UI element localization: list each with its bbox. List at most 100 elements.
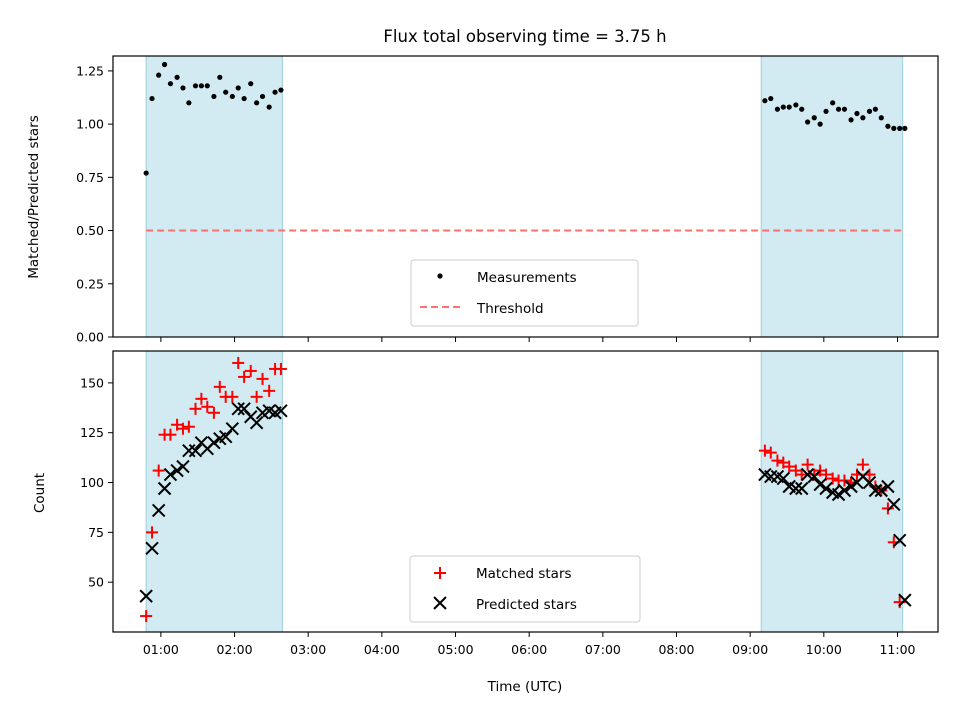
- predicted-star-point-31: [807, 469, 821, 484]
- top-ytick-label-1: 0.25: [76, 276, 104, 291]
- legend-label-matched-stars: Matched stars: [476, 566, 572, 582]
- measurement-point-28: [793, 102, 799, 108]
- predicted-star-point-14: [225, 422, 240, 436]
- measurement-point-16: [241, 95, 247, 102]
- measurement-point-0: [143, 170, 149, 176]
- measurement-point-29: [799, 106, 805, 112]
- matched-star-point-17: [244, 364, 257, 377]
- measurement-point-42: [878, 115, 884, 121]
- top-observing-window-2: [760, 55, 904, 338]
- measurement-point-6: [180, 85, 186, 91]
- legend-marker-matched-stars: [434, 567, 446, 579]
- xtick-label-3: 04:00: [364, 642, 400, 657]
- measurement-point-46: [902, 125, 908, 131]
- measurement-point-14: [229, 93, 235, 100]
- measurement-point-27: [786, 104, 792, 110]
- xtick-label-2: 03:00: [290, 642, 326, 657]
- measurement-point-4: [167, 81, 174, 87]
- predicted-star-point-45: [892, 533, 907, 548]
- matched-star-point-4: [164, 428, 177, 441]
- measurement-point-35: [835, 106, 842, 112]
- matched-star-point-11: [207, 406, 220, 419]
- bottom-axes-frame: [112, 350, 939, 633]
- predicted-star-point-4: [163, 467, 178, 482]
- matched-star-point-15: [232, 356, 245, 369]
- measurement-point-9: [198, 83, 204, 89]
- predicted-star-point-15: [231, 402, 245, 416]
- measurement-point-22: [278, 87, 284, 93]
- top-legend: Measurements Threshold: [410, 259, 639, 327]
- top-ytick-label-2: 0.50: [76, 223, 104, 238]
- matched-star-point-34: [826, 472, 839, 485]
- bottom-ytick-label-4: 150: [80, 375, 104, 390]
- predicted-star-point-32: [813, 477, 827, 492]
- measurement-point-15: [235, 85, 241, 91]
- measurement-point-17: [248, 81, 254, 87]
- measurement-point-38: [854, 110, 860, 117]
- measurement-point-32: [817, 121, 823, 127]
- measurement-point-5: [174, 74, 180, 80]
- matched-star-point-29: [795, 468, 808, 481]
- predicted-star-point-43: [881, 479, 895, 494]
- measurement-point-44: [891, 125, 897, 131]
- x-axis-label: Time (UTC): [487, 679, 563, 695]
- matched-star-point-25: [771, 454, 784, 467]
- predicted-star-point-37: [844, 479, 858, 494]
- bottom-legend-box: [409, 555, 641, 623]
- measurement-point-2: [156, 72, 162, 78]
- matched-star-point-24: [764, 446, 777, 459]
- xtick-label-9: 10:00: [806, 642, 842, 657]
- bottom-ytick-label-1: 75: [88, 525, 104, 540]
- measurement-point-25: [774, 106, 781, 112]
- predicted-star-point-0: [139, 589, 153, 603]
- top-ytick-label-4: 1.00: [76, 117, 104, 132]
- measurement-point-11: [211, 93, 217, 100]
- measurement-point-10: [204, 83, 210, 89]
- measurement-point-45: [897, 125, 903, 131]
- matched-star-point-30: [801, 458, 814, 471]
- predicted-star-point-33: [819, 481, 833, 496]
- matched-star-point-22: [274, 362, 287, 375]
- xtick-label-0: 01:00: [143, 642, 179, 657]
- measurement-point-18: [254, 100, 260, 106]
- xtick-label-1: 02:00: [217, 642, 253, 657]
- top-observing-window-1: [145, 55, 283, 338]
- bottom-ytick-label-0: 50: [88, 575, 104, 590]
- xtick-label-5: 06:00: [511, 642, 547, 657]
- measurement-point-40: [866, 108, 873, 114]
- predicted-star-point-29: [795, 481, 809, 496]
- predicted-star-point-22: [274, 404, 288, 418]
- matched-star-point-8: [189, 402, 202, 415]
- predicted-star-point-42: [874, 483, 888, 498]
- top-ytick-label-5: 1.25: [76, 63, 104, 78]
- measurement-point-34: [830, 100, 836, 106]
- top-legend-box: [410, 259, 639, 327]
- measurement-point-12: [217, 74, 223, 80]
- matched-star-point-43: [881, 502, 894, 515]
- predicted-star-point-5: [170, 463, 184, 478]
- measurement-point-1: [149, 95, 155, 102]
- top-panel: Flux total observing time = 3.75 h 0.00 0…: [26, 27, 939, 345]
- top-y-axis-label: Matched/Predicted stars: [26, 115, 42, 278]
- xtick-label-4: 05:00: [438, 642, 474, 657]
- measurement-point-24: [768, 95, 774, 102]
- predicted-star-point-18: [249, 416, 264, 430]
- matched-star-point-12: [213, 380, 226, 393]
- legend-label-threshold: Threshold: [476, 301, 544, 317]
- measurement-point-37: [848, 117, 854, 123]
- matched-star-point-1: [146, 526, 159, 539]
- measurement-point-3: [161, 61, 168, 68]
- matched-star-point-2: [152, 464, 165, 477]
- measurement-point-23: [762, 98, 768, 104]
- xtick-label-8: 09:00: [732, 642, 768, 657]
- predicted-star-point-26: [776, 471, 791, 486]
- measurement-point-7: [186, 100, 192, 106]
- top-ytick-label-0: 0.00: [76, 330, 104, 345]
- measurement-point-39: [860, 115, 866, 121]
- measurement-point-19: [259, 93, 266, 100]
- matched-star-point-10: [201, 400, 214, 413]
- matched-star-point-7: [182, 420, 195, 433]
- predicted-star-point-36: [837, 483, 852, 498]
- matched-star-point-14: [226, 390, 239, 403]
- matched-star-point-6: [176, 422, 189, 435]
